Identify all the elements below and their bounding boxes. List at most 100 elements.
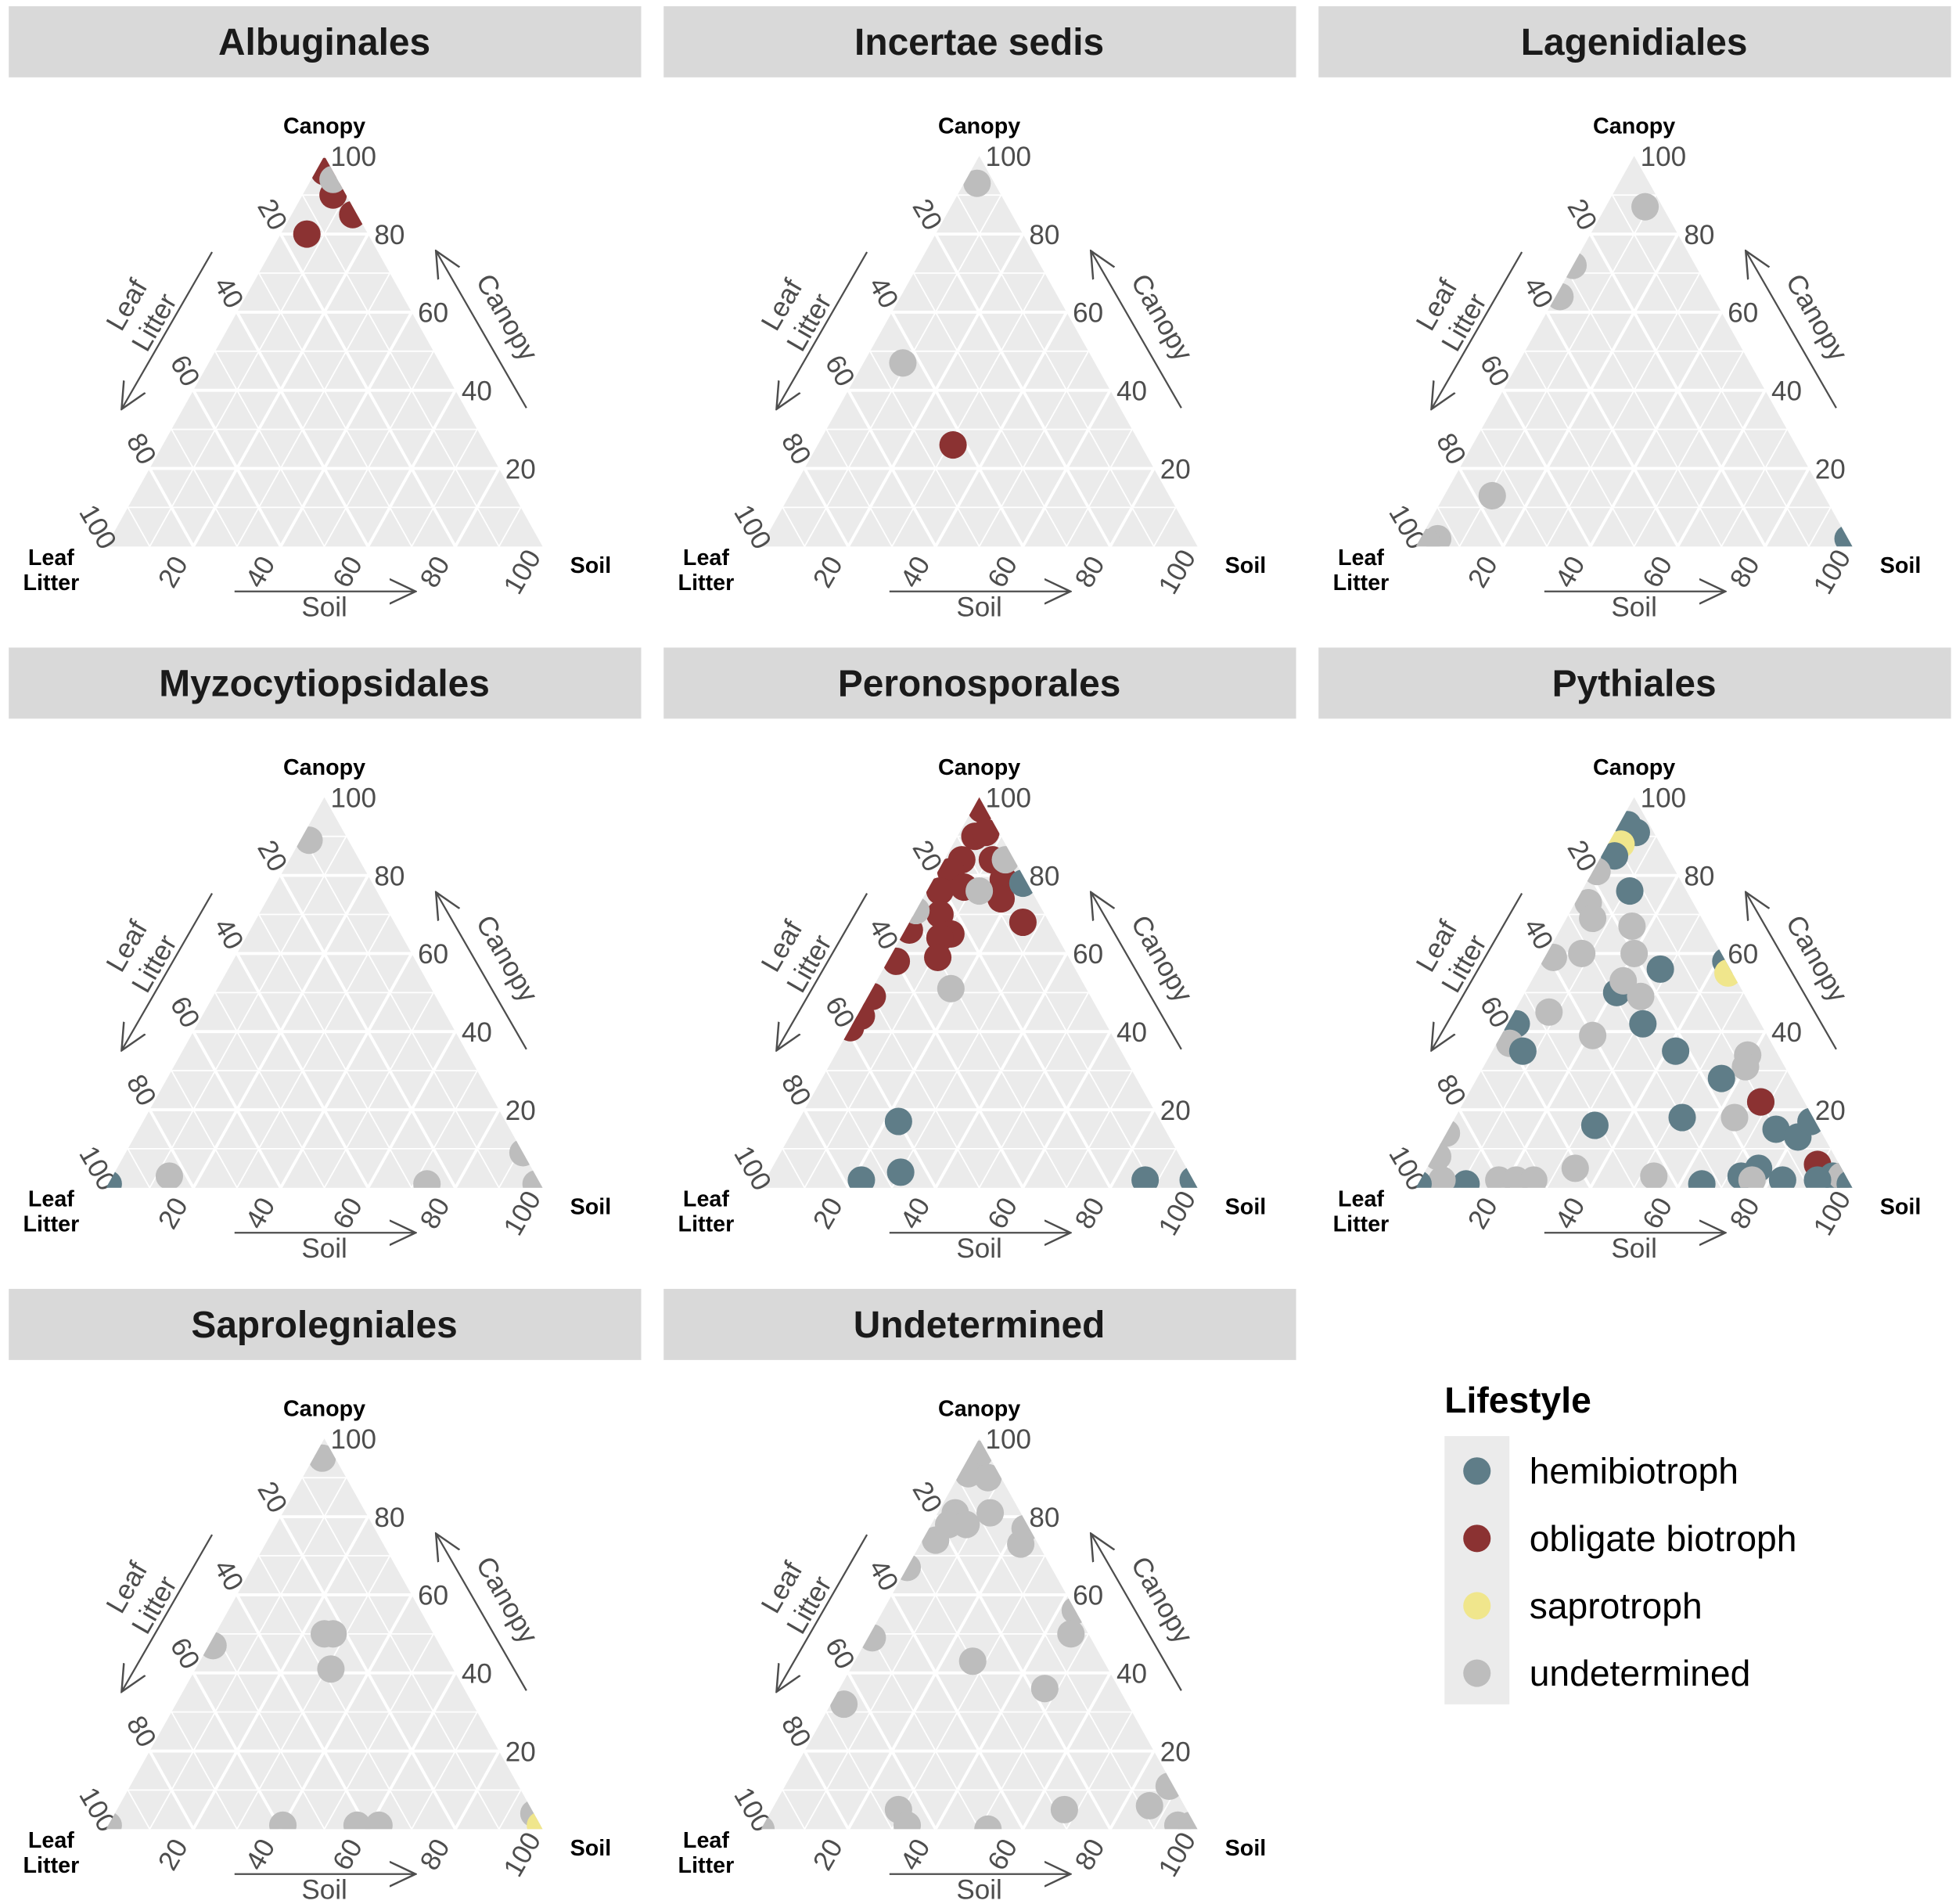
gridline [782,1148,806,1189]
data-point-undetermined [893,1811,922,1830]
data-point-undetermined [963,169,991,197]
soil-tick-label: 80 [1069,1193,1110,1234]
data-point-hemibiotroph [847,1166,876,1188]
gridline [498,507,522,547]
data-point-undetermined [295,826,323,855]
data-point-hemibiotroph [1803,1166,1832,1188]
soil-tick-label: 20 [1462,1193,1504,1234]
soil-tick-label: 40 [894,1193,936,1234]
data-point-hemibiotroph [1662,1037,1690,1065]
leaf-litter-axis-arrow [777,893,868,1049]
data-point-undetermined [1135,1791,1163,1819]
gridline [192,1031,282,1189]
legend-swatch-saprotroph [1463,1592,1491,1620]
gridline [1720,429,1788,547]
soil-tick-label: 40 [894,1834,936,1875]
litter-vertex-label: Litter [1333,570,1390,596]
gridline [978,351,1089,547]
canopy-tick-label: 40 [1771,1017,1802,1048]
facet-title: Lagenidiales [1521,22,1748,63]
canopy-tick-label: 100 [986,783,1032,814]
data-point-undetermined [317,1655,345,1683]
data-point-undetermined [1030,1675,1059,1703]
gridline [171,1711,238,1830]
canopy-axis-title: Canopy [1125,269,1199,367]
canopy-tick-label: 80 [1684,220,1714,250]
facet-strip [1318,647,1951,719]
data-point-undetermined [1559,251,1587,279]
data-point-hemibiotroph [1580,1111,1609,1139]
data-point-undetermined [1640,1162,1668,1188]
data-point-undetermined [1720,1103,1749,1132]
soil-vertex-label: Soil [1225,1194,1267,1219]
data-point-undetermined [365,1811,393,1830]
gridline [1066,429,1133,547]
data-point-undetermined [858,1624,886,1652]
gridline [236,272,391,547]
soil-tick-label: 20 [807,551,849,592]
data-point-undetermined [902,896,930,925]
canopy-tick-label: 20 [1815,454,1846,484]
gridline [366,1031,457,1189]
leaf-litter-axis-arrow [122,1534,214,1690]
leaf-vertex-label: Leaf [683,1828,729,1853]
data-point-undetermined [1050,1795,1078,1823]
canopy-vertex-label: Canopy [938,114,1020,139]
data-point-hemibiotroph [884,1107,912,1136]
soil-tick-label: 80 [414,1193,455,1234]
leaf-litter-axis-arrow [777,251,868,408]
gridline [149,1477,347,1830]
data-point-undetermined [522,1170,543,1188]
facet-title: Incertae sedis [854,22,1104,63]
canopy-tick-label: 40 [462,1017,492,1048]
litter-vertex-label: Litter [678,1853,735,1878]
data-point-hemibiotroph [1452,1170,1480,1188]
gridline [171,1070,238,1189]
data-point-undetermined [1620,939,1649,967]
point-layer [1415,811,1853,1188]
canopy-axis-arrow [1746,252,1837,409]
litter-vertex-label: Litter [23,1853,80,1878]
data-point-undetermined [976,1499,1005,1527]
canopy-tick-label: 20 [1160,454,1191,484]
data-point-undetermined [1478,481,1506,509]
soil-tick-label: 20 [807,1193,849,1234]
soil-tick-label: 20 [153,551,194,592]
gridline [323,351,434,547]
gridline [236,1555,391,1830]
soil-tick-label: 20 [153,1193,194,1234]
gridline [214,992,325,1189]
gridline [192,1672,282,1830]
gridline [891,1555,1046,1830]
gridline [498,1790,522,1830]
gridline [127,1790,151,1830]
canopy-tick-label: 100 [331,783,377,814]
data-point-undetermined [343,1811,371,1830]
legend-label: obligate biotroph [1530,1518,1797,1559]
gridline [214,351,325,547]
gridline [891,914,1046,1189]
leaf-vertex-label: Leaf [683,545,729,570]
soil-tick-label: 60 [982,551,1023,592]
litter-vertex-label: Litter [678,1212,735,1237]
soil-vertex-label: Soil [1880,553,1922,578]
gridline [366,389,457,548]
facet-strip [663,5,1296,77]
canopy-tick-label: 80 [374,220,405,250]
data-point-undetermined [958,1647,987,1675]
canopy-tick-label: 100 [986,142,1032,172]
facet-title: Saprolegniales [191,1305,457,1346]
gridline [148,467,195,548]
soil-tick-label: 40 [239,1193,281,1234]
gridline [192,389,282,548]
soil-tick-label: 100 [1152,545,1202,599]
gridline [148,1109,195,1189]
leaf-vertex-label: Leaf [1338,545,1384,570]
legend: Lifestyle hemibiotroph obligate biotroph sa… [1444,1380,1796,1704]
facet-panel: Lagenidiales2020204040406060608080801001… [1318,5,1951,623]
gridline [1546,914,1701,1189]
data-point-obligate-biotroph [972,819,1000,847]
gridline [1764,467,1810,548]
canopy-tick-label: 20 [505,1096,536,1126]
canopy-tick-label: 40 [1116,1658,1147,1689]
